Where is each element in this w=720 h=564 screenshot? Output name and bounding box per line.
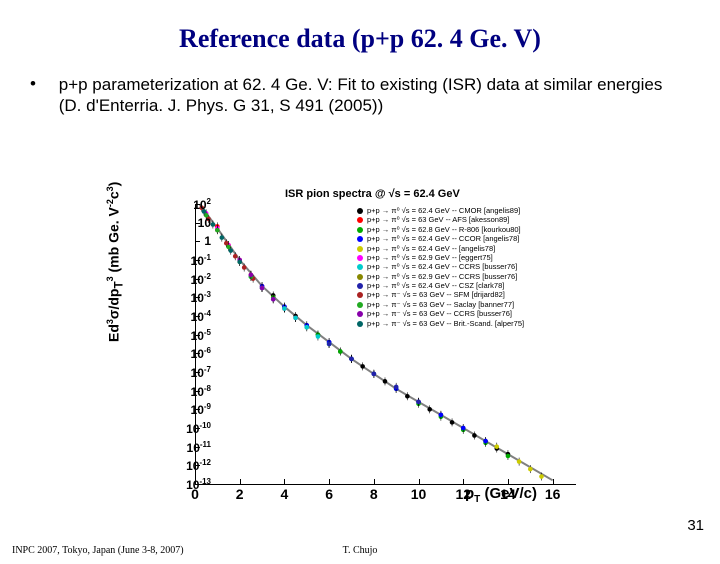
x-tick-label: 6 (319, 486, 339, 502)
y-tick-label: 10-12 (151, 458, 211, 473)
y-tick-label: 10-10 (151, 421, 211, 436)
y-tick-label: 10-2 (151, 272, 211, 287)
page-title: Reference data (p+p 62. 4 Ge. V) (0, 24, 720, 54)
chart-title: ISR pion spectra @ √s = 62.4 GeV (285, 188, 460, 200)
legend-item: p+p → π⁰ √s = 62.4 GeV -- CMOR [angelis8… (357, 206, 524, 215)
y-tick-label: 10-11 (151, 440, 211, 455)
legend-label: p+p → π⁻ √s = 63 GeV -- CCRS [busser76] (367, 309, 512, 318)
legend-item: p+p → π⁻ √s = 63 GeV -- Brit.-Scand. [al… (357, 319, 524, 328)
legend-item: p+p → π⁰ √s = 63 GeV -- AFS [akesson89] (357, 215, 524, 224)
legend-marker-icon (357, 246, 363, 252)
y-tick-label: 10-1 (151, 253, 211, 268)
x-tick-label: 2 (230, 486, 250, 502)
legend-item: p+p → π⁰ √s = 62.9 GeV -- CCRS [busser76… (357, 272, 524, 281)
legend-label: p+p → π⁰ √s = 62.4 GeV -- CSZ [clark78] (367, 281, 504, 290)
legend-label: p+p → π⁰ √s = 62.9 GeV -- CCRS [busser76… (367, 272, 517, 281)
legend-label: p+p → π⁰ √s = 62.4 GeV -- CCOR [angelis7… (367, 234, 519, 243)
legend-label: p+p → π⁰ √s = 63 GeV -- AFS [akesson89] (367, 215, 509, 224)
legend-marker-icon (357, 264, 363, 270)
legend-item: p+p → π⁰ √s = 62.4 GeV -- CSZ [clark78] (357, 281, 524, 290)
x-tick-label: 14 (498, 486, 518, 502)
legend-marker-icon (357, 227, 363, 233)
bullet-description: • p+p parameterization at 62. 4 Ge. V: F… (30, 74, 690, 117)
legend-item: p+p → π⁰ √s = 62.4 GeV -- CCRS [busser76… (357, 262, 524, 271)
legend-marker-icon (357, 208, 363, 214)
bullet-dot: • (30, 74, 54, 94)
legend-label: p+p → π⁰ √s = 62.8 GeV -- R-806 [kourkou… (367, 225, 521, 234)
legend-label: p+p → π⁻ √s = 63 GeV -- Brit.-Scand. [al… (367, 319, 524, 328)
x-tick-label: 12 (453, 486, 473, 502)
legend-item: p+p → π⁻ √s = 63 GeV -- SFM [drijard82] (357, 290, 524, 299)
legend-marker-icon (357, 321, 363, 327)
y-tick-label: 10-4 (151, 309, 211, 324)
legend-label: p+p → π⁰ √s = 62.9 GeV -- [eggert75] (367, 253, 493, 262)
x-tick-label: 10 (409, 486, 429, 502)
y-tick-label: 10-9 (151, 402, 211, 417)
legend-item: p+p → π⁻ √s = 63 GeV -- CCRS [busser76] (357, 309, 524, 318)
legend-label: p+p → π⁻ √s = 63 GeV -- SFM [drijard82] (367, 290, 505, 299)
legend-label: p+p → π⁻ √s = 63 GeV -- Saclay [banner77… (367, 300, 514, 309)
legend-item: p+p → π⁰ √s = 62.4 GeV -- [angelis78] (357, 244, 524, 253)
legend-item: p+p → π⁰ √s = 62.4 GeV -- CCOR [angelis7… (357, 234, 524, 243)
legend: p+p → π⁰ √s = 62.4 GeV -- CMOR [angelis8… (357, 206, 524, 328)
legend-label: p+p → π⁰ √s = 62.4 GeV -- CMOR [angelis8… (367, 206, 520, 215)
legend-marker-icon (357, 302, 363, 308)
x-tick-label: 0 (185, 486, 205, 502)
legend-marker-icon (357, 217, 363, 223)
y-tick-label: 10-3 (151, 290, 211, 305)
legend-item: p+p → π⁰ √s = 62.8 GeV -- R-806 [kourkou… (357, 225, 524, 234)
page-number: 31 (687, 517, 704, 534)
y-axis-label: Ed3σ/dpT3 (mb Ge. V-2c3) (105, 182, 125, 342)
x-tick-label: 4 (274, 486, 294, 502)
legend-marker-icon (357, 292, 363, 298)
y-tick-label: 10-7 (151, 365, 211, 380)
y-tick-label: 10-5 (151, 328, 211, 343)
legend-marker-icon (357, 283, 363, 289)
legend-label: p+p → π⁰ √s = 62.4 GeV -- [angelis78] (367, 244, 495, 253)
legend-label: p+p → π⁰ √s = 62.4 GeV -- CCRS [busser76… (367, 262, 517, 271)
legend-marker-icon (357, 255, 363, 261)
y-tick-label: 10 (151, 216, 211, 230)
x-tick-label: 16 (543, 486, 563, 502)
chart-container: ISR pion spectra @ √s = 62.4 GeV Ed3σ/dp… (115, 192, 595, 512)
x-tick-label: 8 (364, 486, 384, 502)
legend-marker-icon (357, 311, 363, 317)
legend-marker-icon (357, 236, 363, 242)
y-tick-label: 10-6 (151, 346, 211, 361)
y-tick-label: 102 (151, 197, 211, 212)
bullet-text: p+p parameterization at 62. 4 Ge. V: Fit… (59, 74, 679, 117)
legend-item: p+p → π⁻ √s = 63 GeV -- Saclay [banner77… (357, 300, 524, 309)
footer-center: T. Chujo (0, 545, 720, 556)
legend-marker-icon (357, 274, 363, 280)
legend-item: p+p → π⁰ √s = 62.9 GeV -- [eggert75] (357, 253, 524, 262)
y-tick-label: 10-8 (151, 384, 211, 399)
y-tick-label: 1 (151, 234, 211, 248)
